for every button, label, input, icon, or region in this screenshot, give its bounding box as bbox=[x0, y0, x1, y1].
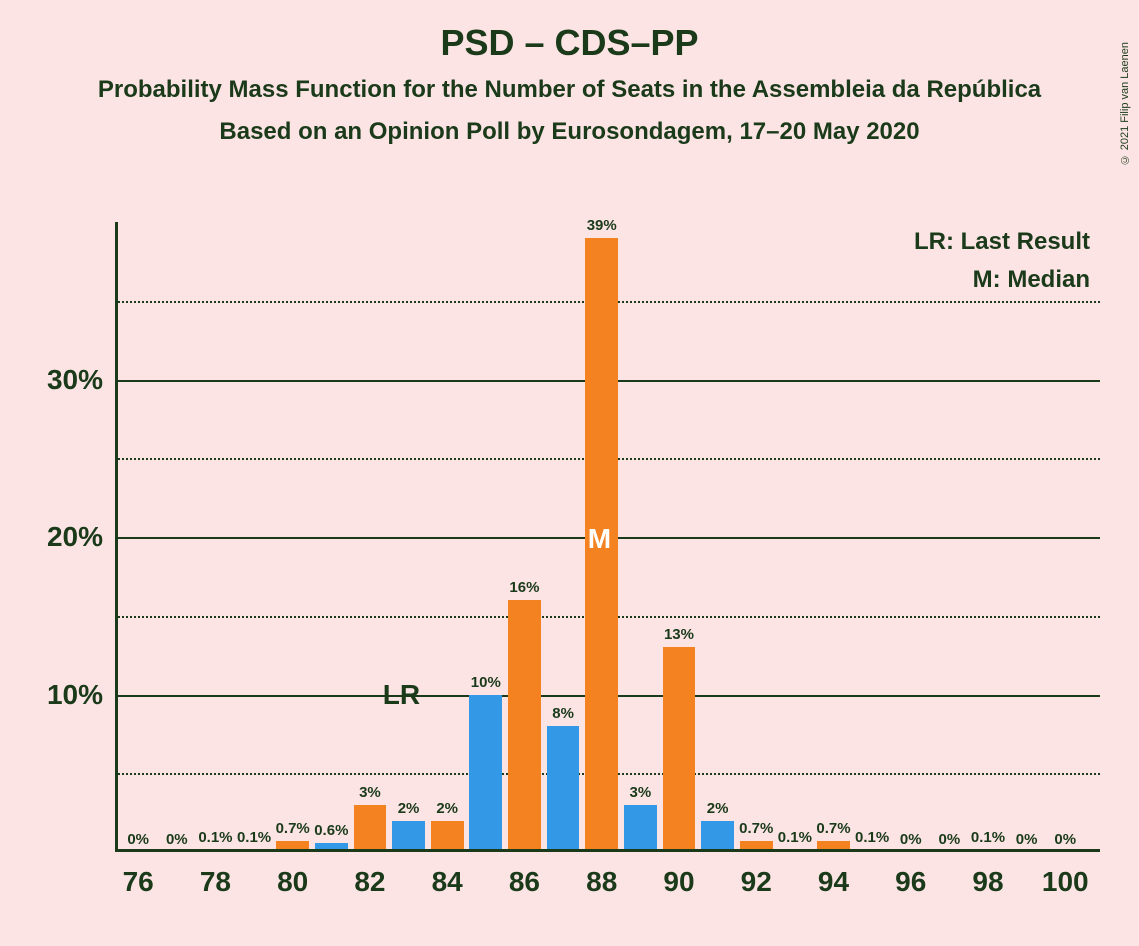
bar-label-92: 0.7% bbox=[739, 820, 773, 837]
bar-label-76: 0% bbox=[127, 831, 149, 848]
x-axis-tick-label: 82 bbox=[354, 866, 385, 898]
bar-label-88: 39% bbox=[587, 217, 617, 234]
x-axis-tick-label: 78 bbox=[200, 866, 231, 898]
bar-label-79: 0.1% bbox=[237, 829, 271, 846]
x-axis-line bbox=[115, 849, 1100, 852]
bar-label-80: 0.7% bbox=[276, 820, 310, 837]
bar-label-97: 0% bbox=[939, 831, 961, 848]
chart-plot-area: LR: Last Result M: Median 10%20%30% 0%0%… bbox=[115, 222, 1100, 852]
bar-84 bbox=[431, 821, 464, 853]
bar-label-99: 0% bbox=[1016, 831, 1038, 848]
bar-label-83: 2% bbox=[398, 800, 420, 817]
copyright-label: © 2021 Filip van Laenen bbox=[1119, 42, 1131, 165]
y-axis-tick-label: 30% bbox=[47, 364, 103, 396]
bar-label-98: 0.1% bbox=[971, 829, 1005, 846]
chart-subtitle-1: Probability Mass Function for the Number… bbox=[0, 76, 1139, 104]
x-axis-tick-label: 96 bbox=[895, 866, 926, 898]
median-marker: M bbox=[588, 523, 611, 555]
y-axis-line bbox=[115, 222, 118, 852]
bar-85 bbox=[469, 695, 502, 853]
bar-label-91: 2% bbox=[707, 800, 729, 817]
x-axis-tick-label: 90 bbox=[663, 866, 694, 898]
bar-label-84: 2% bbox=[436, 800, 458, 817]
bar-89 bbox=[624, 805, 657, 852]
bar-label-89: 3% bbox=[629, 784, 651, 801]
x-axis-tick-label: 84 bbox=[432, 866, 463, 898]
x-axis-tick-label: 98 bbox=[972, 866, 1003, 898]
x-axis-tick-label: 86 bbox=[509, 866, 540, 898]
bar-90 bbox=[663, 647, 696, 852]
bar-label-86: 16% bbox=[509, 579, 539, 596]
y-axis-tick-label: 10% bbox=[47, 679, 103, 711]
bar-label-100: 0% bbox=[1054, 831, 1076, 848]
bar-label-87: 8% bbox=[552, 705, 574, 722]
bar-91 bbox=[701, 821, 734, 853]
bar-label-81: 0.6% bbox=[314, 822, 348, 839]
bar-83 bbox=[392, 821, 425, 853]
legend-lr: LR: Last Result bbox=[914, 228, 1090, 256]
x-axis-tick-label: 88 bbox=[586, 866, 617, 898]
x-axis-tick-label: 80 bbox=[277, 866, 308, 898]
last-result-marker: LR bbox=[383, 679, 420, 711]
bar-87 bbox=[547, 726, 580, 852]
bar-label-96: 0% bbox=[900, 831, 922, 848]
x-axis-tick-label: 92 bbox=[741, 866, 772, 898]
chart-title: PSD – CDS–PP bbox=[0, 22, 1139, 64]
x-axis-tick-label: 100 bbox=[1042, 866, 1089, 898]
bar-82 bbox=[354, 805, 387, 852]
bar-label-82: 3% bbox=[359, 784, 381, 801]
bar-label-94: 0.7% bbox=[816, 820, 850, 837]
bar-label-85: 10% bbox=[471, 674, 501, 691]
y-axis-tick-label: 20% bbox=[47, 521, 103, 553]
bar-label-77: 0% bbox=[166, 831, 188, 848]
legend-m: M: Median bbox=[973, 266, 1090, 294]
x-axis-tick-label: 76 bbox=[123, 866, 154, 898]
bar-label-95: 0.1% bbox=[855, 829, 889, 846]
bar-label-93: 0.1% bbox=[778, 829, 812, 846]
bar-86 bbox=[508, 600, 541, 852]
bar-label-90: 13% bbox=[664, 626, 694, 643]
bar-label-78: 0.1% bbox=[198, 829, 232, 846]
chart-subtitle-2: Based on an Opinion Poll by Eurosondagem… bbox=[0, 118, 1139, 146]
x-axis-tick-label: 94 bbox=[818, 866, 849, 898]
